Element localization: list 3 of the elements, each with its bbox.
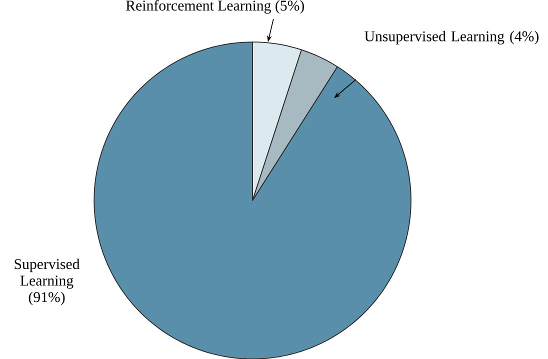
slice-label: Unsupervised Learning (4%) <box>364 30 539 44</box>
slice-label: Supervised Learning (91%) <box>14 258 80 305</box>
slice-label: Reinforcement Learning (5%) <box>126 0 304 14</box>
